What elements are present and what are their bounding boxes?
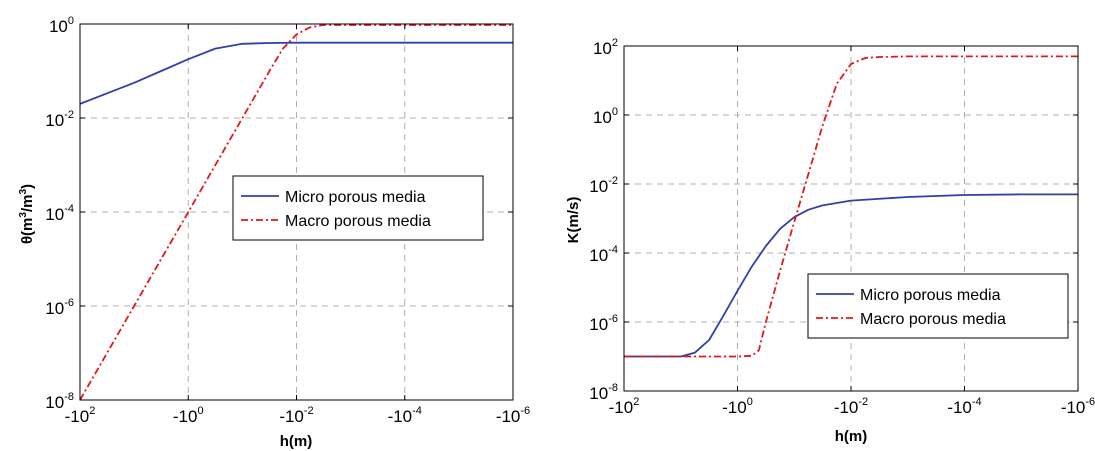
x-tick-label: -100 bbox=[173, 405, 204, 426]
y-tick-label: 10-4 bbox=[45, 203, 74, 224]
series-line-micro-porous-media bbox=[624, 193, 1078, 358]
plot-area bbox=[624, 46, 1078, 391]
x-tick-label: -100 bbox=[722, 396, 753, 417]
chart-theta: -102 -100 -10-2 -10-4 -10-6 10-8 10-6 10-4 10-2 1… bbox=[18, 15, 530, 450]
x-tick-label: -10-2 bbox=[834, 396, 868, 417]
legend-box bbox=[807, 273, 1069, 339]
chart-k: -102 -100 -10-2 -10-4 -10-6 10-8 10-6 10-4 10-2 1… bbox=[565, 37, 1095, 445]
legend-label: Micro porous media bbox=[285, 189, 426, 206]
legend-label: Macro porous media bbox=[860, 311, 1006, 328]
x-tick-label: -10-4 bbox=[388, 405, 422, 426]
x-tick-label: -10-2 bbox=[279, 405, 313, 426]
x-tick-label: -102 bbox=[65, 405, 96, 426]
legend-label: Micro porous media bbox=[860, 287, 1001, 304]
y-tick-label: 102 bbox=[593, 37, 618, 58]
legend: Micro porous media Macro porous media bbox=[807, 273, 1069, 339]
y-tick-label: 10-4 bbox=[589, 244, 618, 265]
x-tick-label: -10-4 bbox=[947, 396, 981, 417]
y-tick-label: 10-8 bbox=[589, 382, 618, 403]
series-line-macro-porous-media bbox=[624, 55, 1078, 358]
x-tick-label: -10-6 bbox=[496, 405, 530, 426]
x-tick-label: -10-6 bbox=[1061, 396, 1095, 417]
y-axis-label: θ(m3/m3) bbox=[18, 184, 36, 244]
y-tick-label: 10-6 bbox=[45, 297, 74, 318]
x-axis-label: h(m) bbox=[835, 428, 868, 445]
y-tick-label: 10-6 bbox=[589, 313, 618, 334]
legend-box bbox=[232, 175, 484, 241]
y-tick-label: 10-2 bbox=[589, 175, 618, 196]
legend-label: Macro porous media bbox=[285, 213, 431, 230]
x-tick-label: -102 bbox=[609, 396, 640, 417]
y-tick-label: 100 bbox=[49, 15, 74, 36]
series-line-macro-porous-media bbox=[79, 24, 513, 401]
y-tick-label: 100 bbox=[593, 106, 618, 127]
y-tick-label: 10-2 bbox=[45, 109, 74, 130]
y-tick-label: 10-8 bbox=[45, 391, 74, 412]
x-axis-label: h(m) bbox=[280, 433, 313, 450]
legend: Micro porous media Macro porous media bbox=[232, 175, 484, 241]
series-line-micro-porous-media bbox=[79, 41, 513, 105]
y-axis-label: K(m/s) bbox=[565, 197, 582, 244]
